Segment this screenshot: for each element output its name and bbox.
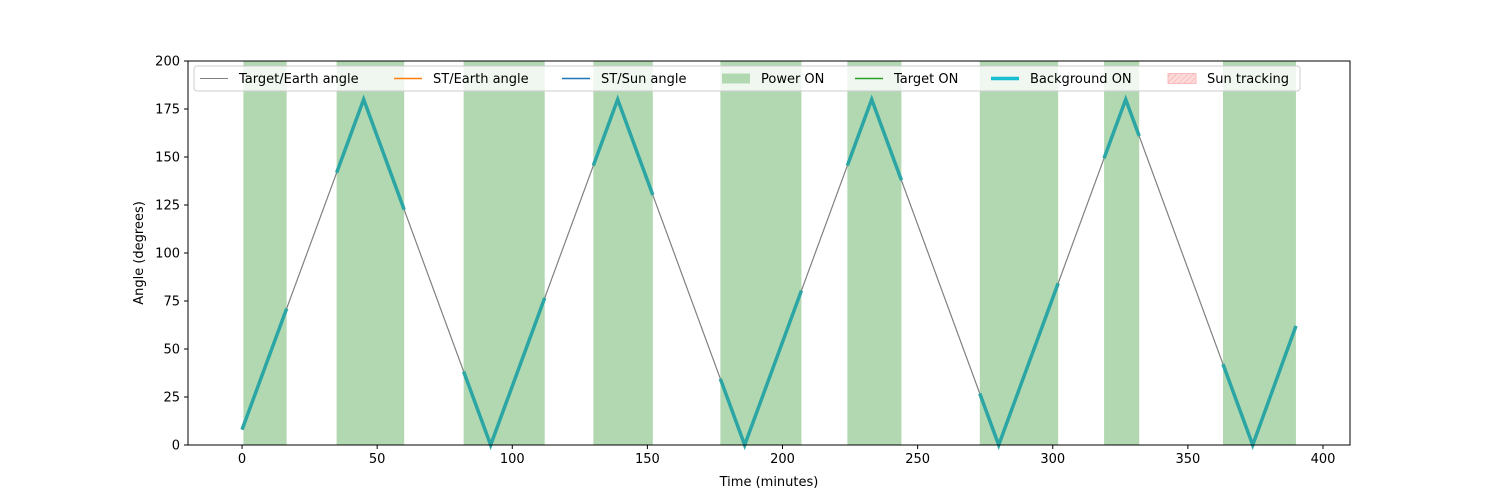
x-tick-label: 350: [1175, 452, 1200, 467]
target-earth-angle-line: [241, 97, 1297, 447]
legend-label: Background ON: [1030, 72, 1132, 87]
x-tick-label: 250: [905, 452, 930, 467]
legend-entry: Power ON: [722, 72, 824, 87]
legend-entry: Target ON: [855, 72, 958, 87]
legend-label: ST/Sun angle: [601, 72, 687, 87]
power-on-band: [463, 61, 545, 445]
legend: Target/Earth angle ST/Earth angle ST/Sun a…: [193, 65, 1301, 92]
y-tick-label: 0: [172, 439, 180, 454]
power-on-band: [1222, 61, 1296, 445]
power-on-band: [336, 61, 405, 445]
y-tick-label: 100: [155, 247, 180, 262]
power-on-band: [979, 61, 1059, 445]
x-axis-label: Time (minutes): [719, 475, 819, 490]
x-tick-label: 200: [770, 452, 795, 467]
legend-label: Target ON: [893, 72, 958, 87]
legend-label: Target/Earth angle: [238, 72, 359, 87]
background-on-segment: [240, 307, 289, 431]
x-tick-label: 50: [369, 452, 386, 467]
legend-entry: ST/Earth angle: [394, 72, 529, 87]
x-tick-label: 100: [500, 452, 525, 467]
power-on-band: [243, 61, 287, 445]
legend-label: Sun tracking: [1207, 72, 1289, 87]
legend-entry: Sun tracking: [1167, 72, 1289, 87]
x-axis-ticks: 0 50 100 150 200 250 300 350 400: [238, 445, 1335, 467]
power-on-band: [720, 61, 802, 445]
legend-entry: Target/Earth angle: [200, 72, 359, 87]
legend-swatch: [722, 73, 750, 84]
background-on-segment: [334, 94, 406, 211]
legend-label: Power ON: [761, 72, 824, 87]
power-on-bands: [243, 61, 1296, 445]
x-tick-label: 400: [1311, 452, 1336, 467]
y-tick-label: 175: [155, 103, 180, 118]
y-tick-label: 25: [163, 391, 180, 406]
x-tick-label: 150: [635, 452, 660, 467]
legend-entry: Background ON: [991, 72, 1132, 87]
y-tick-label: 125: [155, 199, 180, 214]
y-tick-label: 50: [163, 343, 180, 358]
y-tick-label: 200: [155, 55, 180, 70]
y-axis-ticks: 0 25 50 75 100 125 150 175 200: [155, 55, 188, 454]
background-on-segment: [591, 94, 655, 196]
y-axis-label: Angle (degrees): [132, 201, 147, 305]
y-tick-label: 150: [155, 151, 180, 166]
background-on-segment: [845, 94, 904, 181]
legend-swatch: [1167, 73, 1197, 84]
x-tick-label: 0: [238, 452, 246, 467]
power-on-band: [593, 61, 653, 445]
y-tick-label: 75: [163, 295, 180, 310]
x-tick-label: 300: [1040, 452, 1065, 467]
legend-entry: ST/Sun angle: [562, 72, 687, 87]
power-on-band: [847, 61, 902, 445]
legend-label: ST/Earth angle: [433, 72, 529, 87]
background-on-segment: [1102, 94, 1141, 159]
